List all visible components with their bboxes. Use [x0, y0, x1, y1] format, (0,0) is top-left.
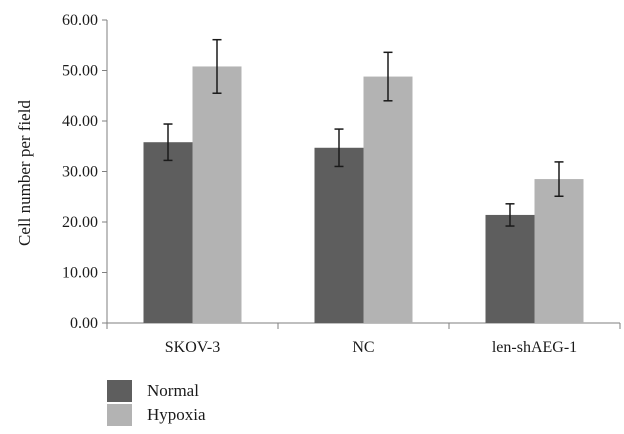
bar: [143, 142, 193, 323]
y-axis: 0.00 10.00 20.00 30.00 40.00 50.00 60.00: [62, 12, 108, 332]
bars: [143, 66, 584, 324]
bar: [314, 147, 364, 323]
x-tick-label: NC: [352, 339, 374, 356]
bar: [534, 179, 584, 323]
bar: [192, 66, 242, 324]
x-tick-label: SKOV-3: [165, 339, 220, 356]
y-tick-label: 60.00: [62, 12, 98, 29]
y-tick-label: 10.00: [62, 265, 98, 282]
legend-swatch: [107, 380, 132, 402]
x-tick-label: len-shAEG-1: [492, 339, 577, 356]
y-tick-label: 40.00: [62, 113, 98, 130]
y-axis-label: Cell number per field: [15, 100, 34, 246]
legend-swatch: [107, 404, 132, 426]
legend-label: Normal: [147, 381, 199, 400]
legend: Normal Hypoxia: [107, 380, 206, 426]
y-tick-label: 0.00: [70, 315, 98, 332]
x-axis: SKOV-3 NC len-shAEG-1: [106, 322, 621, 356]
y-tick-label: 30.00: [62, 164, 98, 181]
y-tick-label: 50.00: [62, 63, 98, 80]
error-bars: [163, 38, 564, 227]
bar: [485, 214, 535, 323]
y-tick-label: 20.00: [62, 214, 98, 231]
legend-label: Hypoxia: [147, 405, 206, 424]
bar: [363, 76, 413, 323]
